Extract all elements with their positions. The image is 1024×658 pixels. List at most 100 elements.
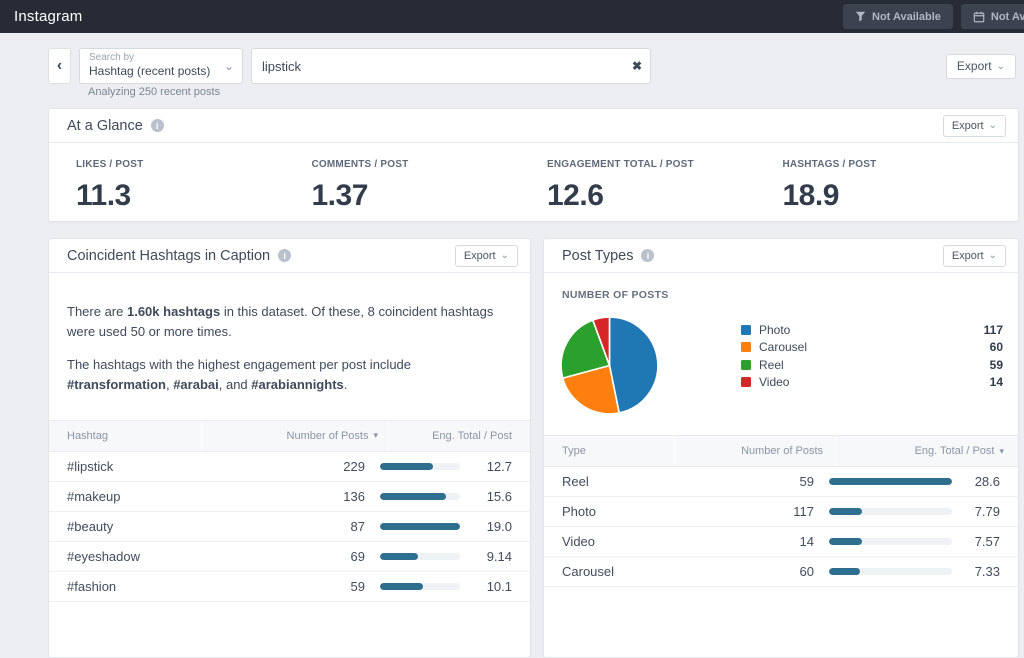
panel-header: Post Types i Export ⌄: [544, 239, 1018, 273]
eng-bar-fill: [380, 492, 446, 500]
search-by-value: Hashtag (recent posts): [89, 64, 211, 78]
column-header[interactable]: Eng. Total / Post ▾: [836, 436, 1018, 466]
hashtags-table: Hashtag Number of Posts ▾ Eng. Total / Post…: [49, 419, 530, 602]
pie-chart-area: Photo 117 Carousel 60 Reel 59 Video 14: [544, 314, 1018, 417]
posts-count: 69: [350, 548, 365, 564]
export-label: Export: [956, 59, 992, 73]
eng-bar-track: [380, 492, 460, 500]
pie-legend: Photo 117 Carousel 60 Reel 59 Video 14: [741, 314, 1003, 417]
sort-desc-icon: ▾: [999, 445, 1004, 456]
metric-value: 1.37: [311, 179, 369, 212]
filter-button[interactable]: Not Available: [843, 4, 953, 29]
coincident-hashtags-panel: Coincident Hashtags in Caption i Export …: [48, 238, 531, 658]
text-segment: The hashtags with the highest engagement…: [67, 357, 412, 373]
column-header[interactable]: Number of Posts: [675, 436, 835, 466]
column-header-label: Number of Posts: [286, 429, 369, 442]
pie-slice-photo[interactable]: [608, 316, 659, 414]
metric-comments: COMMENTS / POST 1.37: [312, 159, 548, 213]
info-icon[interactable]: i: [641, 249, 655, 262]
topbar-actions: Not Available Not Available: [843, 4, 1024, 29]
row-label: #fashion: [67, 578, 117, 594]
row-label: #lipstick: [67, 458, 114, 474]
row-label: Reel: [562, 474, 589, 489]
table-row: Photo 117 7.79: [544, 497, 1018, 527]
text-segment: , and: [218, 377, 252, 393]
posts-count: 14: [799, 534, 814, 549]
export-button-main[interactable]: Export ⌄: [945, 53, 1016, 79]
eng-bar-track: [380, 552, 460, 560]
eng-bar-fill: [380, 522, 460, 530]
column-header-label: Type: [562, 445, 586, 457]
table-row: Carousel 60 7.33: [544, 557, 1018, 587]
app-title: Instagram: [14, 8, 83, 25]
row-label: Video: [562, 534, 596, 549]
search-row: ‹ Search by Hashtag (recent posts) ⌄ ✖ E…: [48, 48, 1016, 84]
eng-bar-track: [829, 508, 952, 515]
search-by-dropdown[interactable]: Search by Hashtag (recent posts) ⌄: [79, 48, 243, 84]
post-types-table: Type Number of Posts Eng. Total / Post ▾ Ree…: [544, 435, 1018, 587]
chevron-down-icon: ⌄: [988, 250, 997, 261]
filter-icon: [855, 11, 866, 22]
text-segment: There are: [67, 304, 127, 319]
pie-slice-carousel[interactable]: [561, 364, 621, 415]
clear-search-icon[interactable]: ✖: [631, 59, 642, 73]
search-input[interactable]: [251, 48, 651, 84]
highlighted-term: 1.60k hashtags: [126, 304, 221, 319]
chevron-down-icon: ⌄: [988, 120, 997, 131]
column-header[interactable]: Type: [544, 436, 674, 466]
eng-bar-track: [380, 582, 460, 590]
eng-value: 28.6: [974, 474, 1000, 489]
column-header-label: Number of Posts: [741, 445, 823, 457]
info-icon[interactable]: i: [150, 119, 164, 132]
legend-label: Photo: [759, 322, 791, 337]
date-range-button[interactable]: Not Available: [960, 4, 1024, 29]
metric-value: 12.6: [547, 179, 604, 212]
summary-paragraph: The hashtags with the highest engagement…: [67, 355, 512, 395]
chevron-down-icon: ⌄: [500, 250, 509, 261]
panel-title: Coincident Hashtags in Caption: [67, 247, 271, 264]
metric-label: HASHTAGS / POST: [782, 159, 877, 170]
panel-title: At a Glance: [67, 117, 143, 134]
back-button[interactable]: ‹: [48, 48, 71, 84]
chevron-down-icon: ⌄: [223, 59, 234, 73]
eng-bar-fill: [829, 538, 862, 545]
table-row: Reel 59 28.6: [544, 467, 1018, 497]
table-row: #makeup 136 15.6: [49, 482, 530, 512]
export-button-hashtags[interactable]: Export ⌄: [454, 244, 518, 267]
back-icon: ‹: [56, 57, 63, 74]
date-range-button-label: Not Available: [990, 10, 1024, 23]
table-header: Type Number of Posts Eng. Total / Post ▾: [544, 435, 1018, 467]
export-button-glance[interactable]: Export ⌄: [942, 114, 1006, 137]
metric-label: COMMENTS / POST: [311, 159, 409, 170]
legend-value: 14: [989, 375, 1003, 390]
summary-paragraph: There are 1.60k hashtags in this dataset…: [67, 302, 512, 342]
eng-bar-track: [829, 538, 952, 545]
text-segment: in this dataset. Of these, 8 coincident …: [67, 304, 494, 340]
row-label: Carousel: [562, 564, 615, 579]
legend-value: 60: [989, 340, 1003, 355]
column-header[interactable]: Hashtag: [49, 420, 201, 451]
column-header[interactable]: Number of Posts ▾: [202, 420, 388, 451]
legend-label: Video: [759, 375, 790, 390]
posts-count: 136: [343, 488, 365, 504]
metric-hashtags: HASHTAGS / POST 18.9: [783, 159, 1019, 213]
text-segment: ,: [165, 377, 174, 393]
search-by-label: Search by: [89, 52, 135, 63]
sort-desc-icon: ▾: [373, 430, 378, 441]
row-label: #eyeshadow: [67, 548, 140, 564]
eng-bar-track: [829, 568, 952, 575]
metric-likes: LIKES / POST 11.3: [76, 159, 312, 213]
legend-value: 59: [989, 357, 1003, 372]
analyzing-note: Analyzing 250 recent posts: [88, 86, 221, 98]
eng-value: 7.33: [974, 564, 1000, 579]
eng-bar-fill: [380, 552, 419, 560]
posts-count: 87: [350, 518, 365, 534]
column-header[interactable]: Eng. Total / Post: [389, 420, 530, 451]
calendar-icon: [973, 11, 985, 22]
export-button-post-types[interactable]: Export ⌄: [942, 244, 1006, 267]
info-icon[interactable]: i: [278, 249, 292, 262]
eng-value: 15.6: [486, 488, 512, 504]
row-label: #beauty: [67, 518, 114, 534]
eng-value: 10.1: [486, 578, 512, 594]
pie-slice-video[interactable]: [591, 316, 611, 366]
